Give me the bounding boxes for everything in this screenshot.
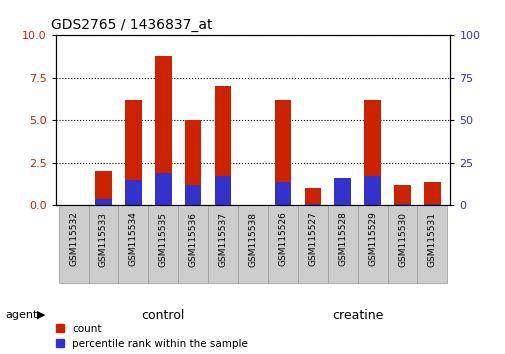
Text: GSM115531: GSM115531 bbox=[427, 212, 436, 267]
Bar bbox=[148, 205, 178, 283]
Bar bbox=[423, 204, 440, 205]
Bar bbox=[155, 173, 171, 205]
Text: GSM115532: GSM115532 bbox=[69, 212, 78, 267]
Text: GSM115533: GSM115533 bbox=[99, 212, 108, 267]
Bar bbox=[237, 205, 268, 283]
Text: GDS2765 / 1436837_at: GDS2765 / 1436837_at bbox=[50, 18, 212, 32]
Bar bbox=[178, 205, 208, 283]
Bar bbox=[155, 56, 171, 205]
Bar bbox=[95, 171, 112, 205]
Text: GSM115526: GSM115526 bbox=[278, 212, 287, 267]
Text: GSM115536: GSM115536 bbox=[188, 212, 197, 267]
Bar bbox=[387, 205, 417, 283]
Bar bbox=[364, 100, 380, 205]
Text: GSM115527: GSM115527 bbox=[308, 212, 317, 267]
Bar bbox=[185, 120, 201, 205]
Bar bbox=[297, 205, 327, 283]
Text: control: control bbox=[141, 309, 185, 321]
Bar bbox=[327, 205, 357, 283]
Text: agent: agent bbox=[5, 310, 37, 320]
Bar bbox=[215, 86, 231, 205]
Bar bbox=[268, 205, 297, 283]
Bar bbox=[59, 205, 88, 283]
Bar bbox=[88, 205, 118, 283]
Bar bbox=[208, 205, 237, 283]
Bar bbox=[215, 176, 231, 205]
Text: GSM115537: GSM115537 bbox=[218, 212, 227, 267]
Bar bbox=[364, 176, 380, 205]
Bar bbox=[304, 188, 320, 205]
Text: ▶: ▶ bbox=[37, 310, 45, 320]
Bar bbox=[95, 199, 112, 205]
Bar bbox=[185, 185, 201, 205]
Bar bbox=[125, 100, 141, 205]
Text: GSM115535: GSM115535 bbox=[159, 212, 168, 267]
Bar bbox=[334, 178, 350, 205]
Bar bbox=[274, 182, 290, 205]
Bar bbox=[393, 185, 410, 205]
Text: GSM115528: GSM115528 bbox=[337, 212, 346, 267]
Text: GSM115534: GSM115534 bbox=[129, 212, 138, 267]
Text: GSM115529: GSM115529 bbox=[367, 212, 376, 267]
Text: GSM115530: GSM115530 bbox=[397, 212, 406, 267]
Bar bbox=[334, 180, 350, 205]
Bar bbox=[118, 205, 148, 283]
Bar bbox=[417, 205, 446, 283]
Bar bbox=[274, 100, 290, 205]
Bar bbox=[357, 205, 387, 283]
Bar bbox=[423, 182, 440, 205]
Text: creatine: creatine bbox=[331, 309, 383, 321]
Bar bbox=[125, 180, 141, 205]
Bar bbox=[304, 204, 320, 205]
Text: GSM115538: GSM115538 bbox=[248, 212, 257, 267]
Bar bbox=[393, 204, 410, 205]
Legend: count, percentile rank within the sample: count, percentile rank within the sample bbox=[56, 324, 248, 349]
